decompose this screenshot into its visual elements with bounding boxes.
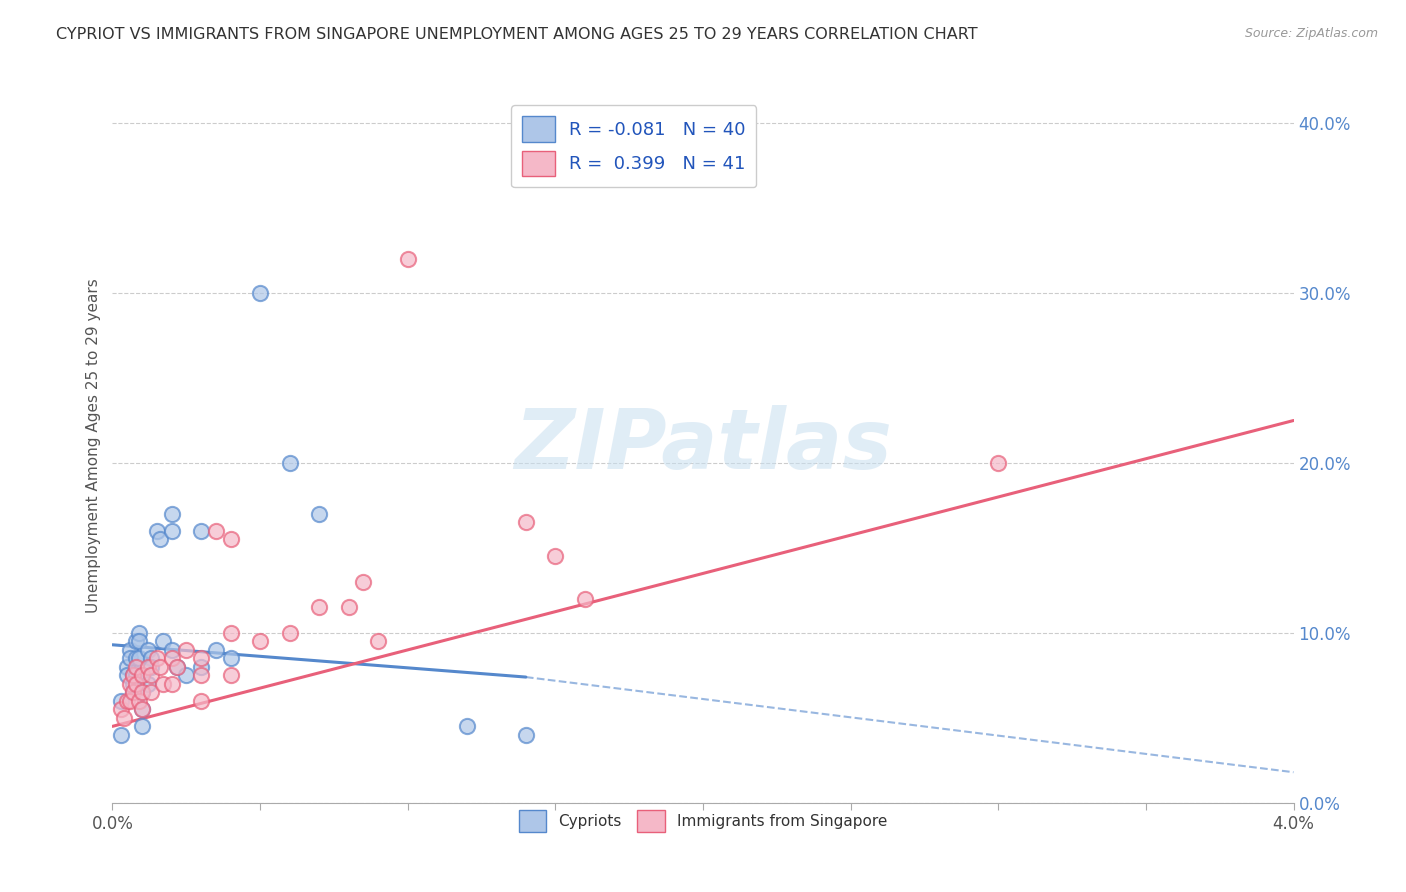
- Point: [160, 677, 183, 691]
- Point: [125, 651, 148, 665]
- Point: [174, 643, 197, 657]
- Point: [122, 668, 145, 682]
- Point: [987, 456, 1010, 470]
- Point: [396, 252, 419, 266]
- Point: [136, 660, 159, 674]
- Point: [278, 456, 301, 470]
- Point: [139, 660, 162, 674]
- Point: [574, 591, 596, 606]
- Point: [205, 643, 228, 657]
- Point: [122, 668, 145, 682]
- Point: [249, 634, 271, 648]
- Point: [160, 651, 183, 665]
- Point: [122, 677, 145, 691]
- Point: [122, 685, 145, 699]
- Point: [128, 651, 150, 665]
- Point: [128, 626, 150, 640]
- Point: [367, 634, 389, 648]
- Point: [190, 668, 212, 682]
- Point: [308, 507, 330, 521]
- Point: [139, 685, 162, 699]
- Point: [515, 728, 537, 742]
- Point: [219, 626, 242, 640]
- Point: [128, 634, 150, 648]
- Point: [125, 634, 148, 648]
- Point: [112, 711, 135, 725]
- Point: [166, 660, 188, 674]
- Point: [120, 677, 142, 691]
- Point: [110, 728, 132, 742]
- Point: [337, 600, 360, 615]
- Point: [131, 685, 153, 699]
- Point: [219, 651, 242, 665]
- Point: [166, 660, 188, 674]
- Point: [120, 651, 142, 665]
- Point: [160, 643, 183, 657]
- Text: Source: ZipAtlas.com: Source: ZipAtlas.com: [1244, 27, 1378, 40]
- Point: [131, 668, 153, 682]
- Point: [131, 668, 153, 682]
- Text: ZIPatlas: ZIPatlas: [515, 406, 891, 486]
- Point: [110, 694, 132, 708]
- Point: [160, 524, 183, 538]
- Point: [125, 660, 148, 674]
- Point: [190, 524, 212, 538]
- Point: [117, 694, 138, 708]
- Point: [117, 660, 138, 674]
- Point: [131, 685, 153, 699]
- Point: [515, 516, 537, 530]
- Point: [117, 668, 138, 682]
- Point: [160, 507, 183, 521]
- Point: [152, 634, 174, 648]
- Point: [249, 286, 271, 301]
- Point: [125, 668, 148, 682]
- Point: [152, 677, 174, 691]
- Point: [122, 685, 145, 699]
- Legend: Cypriots, Immigrants from Singapore: Cypriots, Immigrants from Singapore: [513, 804, 893, 838]
- Point: [149, 660, 172, 674]
- Point: [352, 574, 374, 589]
- Point: [146, 524, 169, 538]
- Point: [120, 643, 142, 657]
- Point: [308, 600, 330, 615]
- Point: [131, 702, 153, 716]
- Point: [190, 694, 212, 708]
- Point: [544, 549, 567, 564]
- Point: [136, 643, 159, 657]
- Point: [278, 626, 301, 640]
- Point: [136, 677, 159, 691]
- Point: [131, 702, 153, 716]
- Point: [456, 719, 478, 733]
- Point: [131, 719, 153, 733]
- Point: [190, 651, 212, 665]
- Text: CYPRIOT VS IMMIGRANTS FROM SINGAPORE UNEMPLOYMENT AMONG AGES 25 TO 29 YEARS CORR: CYPRIOT VS IMMIGRANTS FROM SINGAPORE UNE…: [56, 27, 977, 42]
- Point: [190, 660, 212, 674]
- Point: [149, 533, 172, 547]
- Point: [205, 524, 228, 538]
- Point: [219, 668, 242, 682]
- Point: [128, 694, 150, 708]
- Point: [120, 694, 142, 708]
- Point: [125, 677, 148, 691]
- Point: [146, 651, 169, 665]
- Point: [219, 533, 242, 547]
- Point: [110, 702, 132, 716]
- Point: [139, 651, 162, 665]
- Y-axis label: Unemployment Among Ages 25 to 29 years: Unemployment Among Ages 25 to 29 years: [86, 278, 101, 614]
- Point: [139, 668, 162, 682]
- Point: [174, 668, 197, 682]
